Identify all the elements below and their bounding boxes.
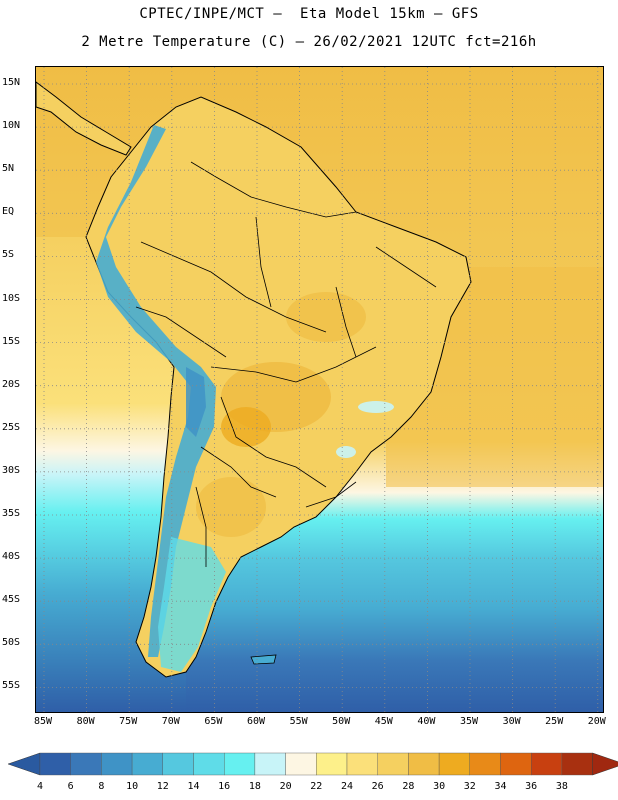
lat-label: 5N	[2, 163, 15, 175]
lat-label: 10N	[2, 120, 21, 132]
colorbar-bin	[101, 752, 133, 776]
colorbar-label: 20	[279, 781, 292, 792]
lon-label: 20W	[587, 716, 606, 727]
lon-label: 25W	[545, 716, 564, 727]
lat-label: 40S	[2, 551, 21, 563]
lat-label: 10S	[2, 292, 21, 304]
colorbar-bin	[162, 752, 194, 776]
colorbar-bin	[285, 752, 317, 776]
chart-title-line1: CPTEC/INPE/MCT – Eta Model 15km – GFS	[139, 6, 479, 22]
warm-chaco	[221, 407, 271, 447]
lat-label: 55S	[2, 680, 21, 692]
lon-label: 65W	[204, 716, 223, 727]
falkland-islands	[250, 654, 277, 665]
colorbar-label: 10	[126, 781, 139, 792]
colorbar-bin	[70, 752, 102, 776]
lon-label: 85W	[33, 716, 53, 727]
lat-label: 35S	[2, 508, 21, 519]
country-borders	[135, 161, 437, 567]
map-frame	[35, 66, 604, 713]
colorbar-bin	[254, 752, 286, 776]
colorbar-bin	[500, 752, 532, 776]
colorbar-bin	[469, 752, 501, 776]
colorbar-label: 22	[310, 781, 323, 792]
colorbar-label: 38	[555, 781, 568, 792]
colorbar-label: 6	[67, 781, 74, 792]
lat-label: 25S	[2, 421, 21, 433]
lat-label: 50S	[2, 637, 21, 649]
lon-label: 35W	[459, 716, 479, 727]
colorbar-bin	[39, 752, 71, 776]
colorbar-label: 32	[463, 781, 476, 792]
colorbar-label: 34	[494, 781, 507, 792]
lon-label: 50W	[332, 716, 351, 727]
colorbar-bin	[131, 752, 164, 776]
colorbar-bin	[193, 752, 225, 776]
colorbar-bin	[531, 752, 563, 776]
colorbar-label: 16	[218, 781, 231, 792]
colorbar-under-arrow	[7, 752, 41, 776]
lat-label: 5S	[2, 249, 15, 261]
colorbar-label: 26	[371, 781, 384, 792]
lon-label: 40W	[417, 716, 436, 727]
lon-label: 55W	[289, 716, 308, 727]
warm-interior-3	[196, 477, 266, 537]
colorbar-label: 4	[36, 781, 44, 792]
colorbar-label: 14	[187, 781, 200, 792]
lon-label: 45W	[374, 716, 393, 727]
patagonia-cold	[158, 537, 226, 672]
lon-label: 80W	[76, 716, 95, 727]
colorbar-bin	[377, 752, 409, 776]
colorbar-label: 12	[156, 781, 169, 792]
colorbar-over-arrow	[592, 752, 618, 776]
lon-label: 70W	[161, 716, 180, 727]
lat-label: 20S	[2, 378, 21, 390]
lat-lon-grid	[36, 67, 603, 712]
lat-label: 15N	[2, 77, 21, 88]
lat-label: EQ	[2, 206, 15, 218]
colorbar-label: 28	[402, 781, 415, 792]
warm-interior-2	[286, 292, 366, 342]
colorbar-bin	[346, 752, 378, 776]
colorbar-bin	[438, 752, 471, 776]
lon-label: 75W	[119, 716, 138, 727]
colorbar-label: 30	[433, 781, 446, 792]
temperature-map	[36, 67, 603, 712]
chart-title-line2: 2 Metre Temperature (C) – 26/02/2021 12U…	[81, 34, 537, 50]
colorbar-bin	[223, 752, 256, 776]
coastal-cool-se	[358, 401, 394, 413]
andes-core	[186, 367, 206, 437]
colorbar-label: 18	[248, 781, 261, 792]
lat-label: 30S	[2, 464, 21, 476]
central-america-land	[36, 81, 132, 156]
colorbar	[0, 748, 618, 800]
lat-label: 15S	[2, 335, 21, 347]
colorbar-label: 8	[98, 781, 105, 792]
colorbar-bin	[316, 752, 348, 776]
lon-label: 30W	[502, 716, 521, 727]
colorbar-label: 24	[340, 781, 354, 792]
colorbar-label: 36	[525, 781, 538, 792]
coastal-cool-south	[336, 446, 356, 458]
lon-label: 60W	[246, 716, 266, 727]
colorbar-bin	[561, 752, 593, 776]
colorbar-bin	[408, 752, 440, 776]
lat-label: 45S	[2, 594, 21, 606]
